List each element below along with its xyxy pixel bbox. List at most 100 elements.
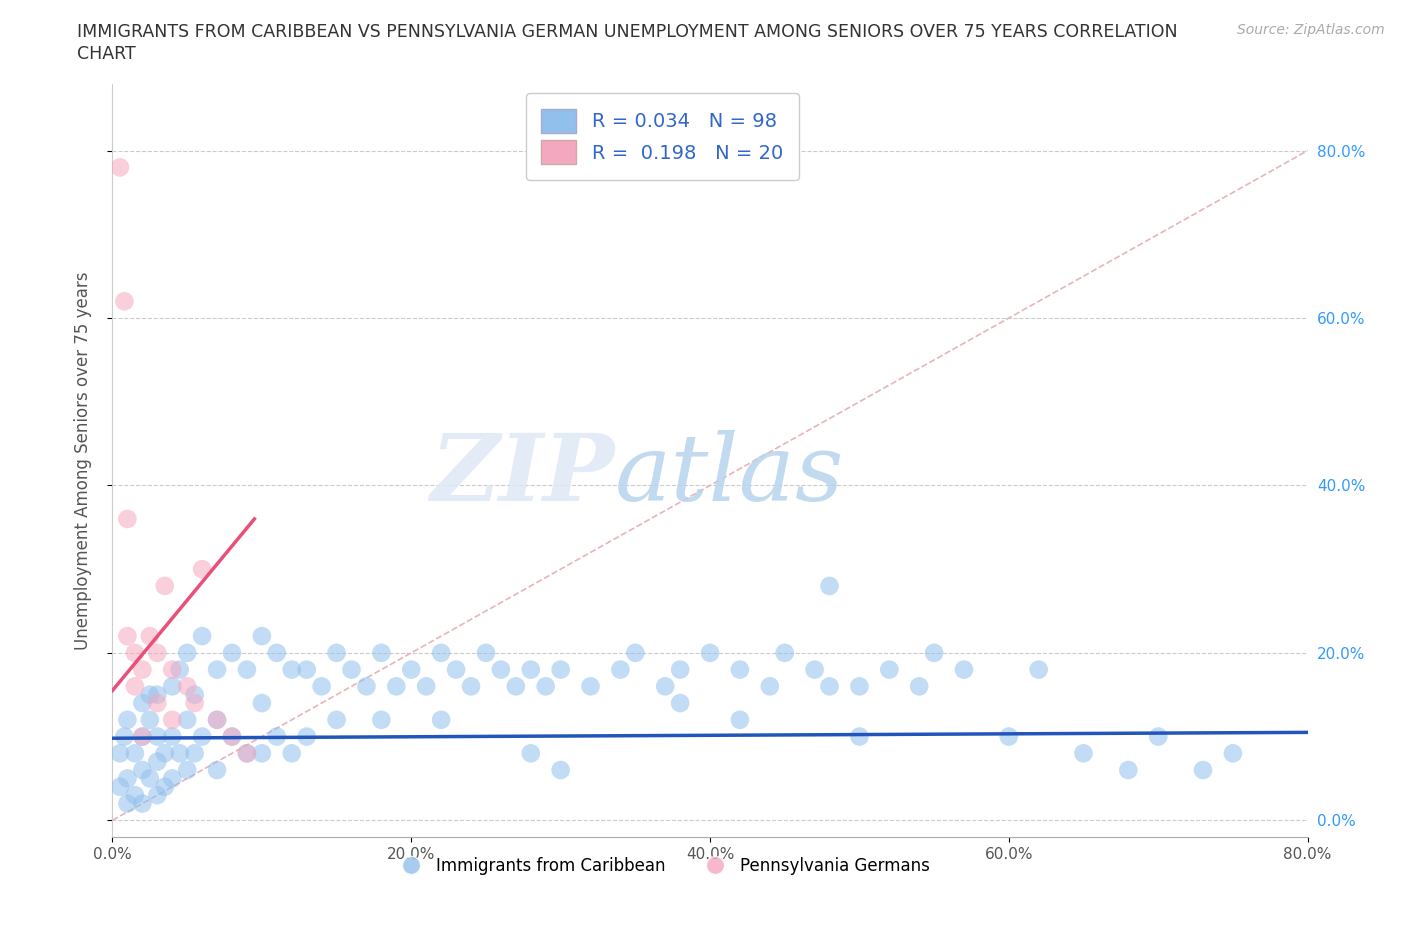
Point bbox=[415, 679, 437, 694]
Point bbox=[818, 578, 841, 593]
Point bbox=[131, 729, 153, 744]
Point bbox=[654, 679, 676, 694]
Point bbox=[131, 763, 153, 777]
Point bbox=[191, 629, 214, 644]
Point bbox=[176, 712, 198, 727]
Point bbox=[250, 629, 273, 644]
Point bbox=[108, 779, 131, 794]
Point bbox=[176, 763, 198, 777]
Text: CHART: CHART bbox=[77, 45, 136, 62]
Point bbox=[848, 679, 870, 694]
Point bbox=[325, 712, 347, 727]
Point bbox=[176, 679, 198, 694]
Point bbox=[139, 712, 162, 727]
Point bbox=[356, 679, 378, 694]
Text: atlas: atlas bbox=[614, 431, 844, 521]
Text: IMMIGRANTS FROM CARIBBEAN VS PENNSYLVANIA GERMAN UNEMPLOYMENT AMONG SENIORS OVER: IMMIGRANTS FROM CARIBBEAN VS PENNSYLVANI… bbox=[77, 23, 1178, 41]
Point bbox=[534, 679, 557, 694]
Point bbox=[131, 696, 153, 711]
Point bbox=[146, 788, 169, 803]
Point bbox=[250, 746, 273, 761]
Point bbox=[162, 771, 183, 786]
Point bbox=[281, 662, 304, 677]
Point bbox=[117, 712, 139, 727]
Point bbox=[114, 729, 135, 744]
Point bbox=[444, 662, 467, 677]
Point bbox=[430, 645, 453, 660]
Point bbox=[162, 662, 183, 677]
Point bbox=[153, 779, 176, 794]
Point bbox=[205, 763, 228, 777]
Point bbox=[624, 645, 647, 660]
Point bbox=[139, 771, 162, 786]
Point bbox=[325, 645, 347, 660]
Point bbox=[153, 578, 176, 593]
Point bbox=[579, 679, 602, 694]
Point bbox=[236, 662, 259, 677]
Point bbox=[505, 679, 527, 694]
Point bbox=[162, 712, 183, 727]
Point bbox=[759, 679, 782, 694]
Point bbox=[183, 687, 205, 702]
Point bbox=[124, 746, 146, 761]
Point bbox=[848, 729, 870, 744]
Point bbox=[1147, 729, 1170, 744]
Point bbox=[922, 645, 945, 660]
Point bbox=[183, 746, 205, 761]
Point bbox=[728, 712, 751, 727]
Point bbox=[221, 645, 243, 660]
Point bbox=[114, 294, 135, 309]
Point bbox=[281, 746, 304, 761]
Point bbox=[221, 729, 243, 744]
Point bbox=[773, 645, 796, 660]
Y-axis label: Unemployment Among Seniors over 75 years: Unemployment Among Seniors over 75 years bbox=[73, 272, 91, 649]
Point bbox=[139, 687, 162, 702]
Point bbox=[669, 696, 692, 711]
Point bbox=[266, 729, 288, 744]
Point bbox=[162, 729, 183, 744]
Point bbox=[311, 679, 333, 694]
Point bbox=[117, 629, 139, 644]
Point bbox=[295, 662, 318, 677]
Point bbox=[131, 796, 153, 811]
Point bbox=[520, 662, 543, 677]
Point bbox=[953, 662, 976, 677]
Point bbox=[117, 512, 139, 526]
Point bbox=[169, 746, 191, 761]
Point bbox=[153, 746, 176, 761]
Point bbox=[205, 712, 228, 727]
Point bbox=[1028, 662, 1050, 677]
Point bbox=[162, 679, 183, 694]
Point bbox=[550, 763, 572, 777]
Point bbox=[221, 729, 243, 744]
Point bbox=[489, 662, 512, 677]
Point bbox=[520, 746, 543, 761]
Point bbox=[266, 645, 288, 660]
Point bbox=[908, 679, 931, 694]
Point bbox=[131, 729, 153, 744]
Point bbox=[124, 645, 146, 660]
Point bbox=[609, 662, 631, 677]
Point bbox=[475, 645, 498, 660]
Point bbox=[108, 746, 131, 761]
Point bbox=[1192, 763, 1215, 777]
Point bbox=[139, 629, 162, 644]
Point bbox=[124, 679, 146, 694]
Point bbox=[205, 662, 228, 677]
Text: ZIP: ZIP bbox=[430, 431, 614, 521]
Point bbox=[191, 562, 214, 577]
Point bbox=[108, 160, 131, 175]
Point bbox=[1222, 746, 1244, 761]
Point bbox=[146, 687, 169, 702]
Point bbox=[669, 662, 692, 677]
Point bbox=[340, 662, 363, 677]
Point bbox=[1073, 746, 1095, 761]
Point bbox=[146, 729, 169, 744]
Point bbox=[236, 746, 259, 761]
Point bbox=[250, 696, 273, 711]
Point bbox=[728, 662, 751, 677]
Point bbox=[169, 662, 191, 677]
Point bbox=[205, 712, 228, 727]
Point bbox=[699, 645, 721, 660]
Point bbox=[370, 712, 392, 727]
